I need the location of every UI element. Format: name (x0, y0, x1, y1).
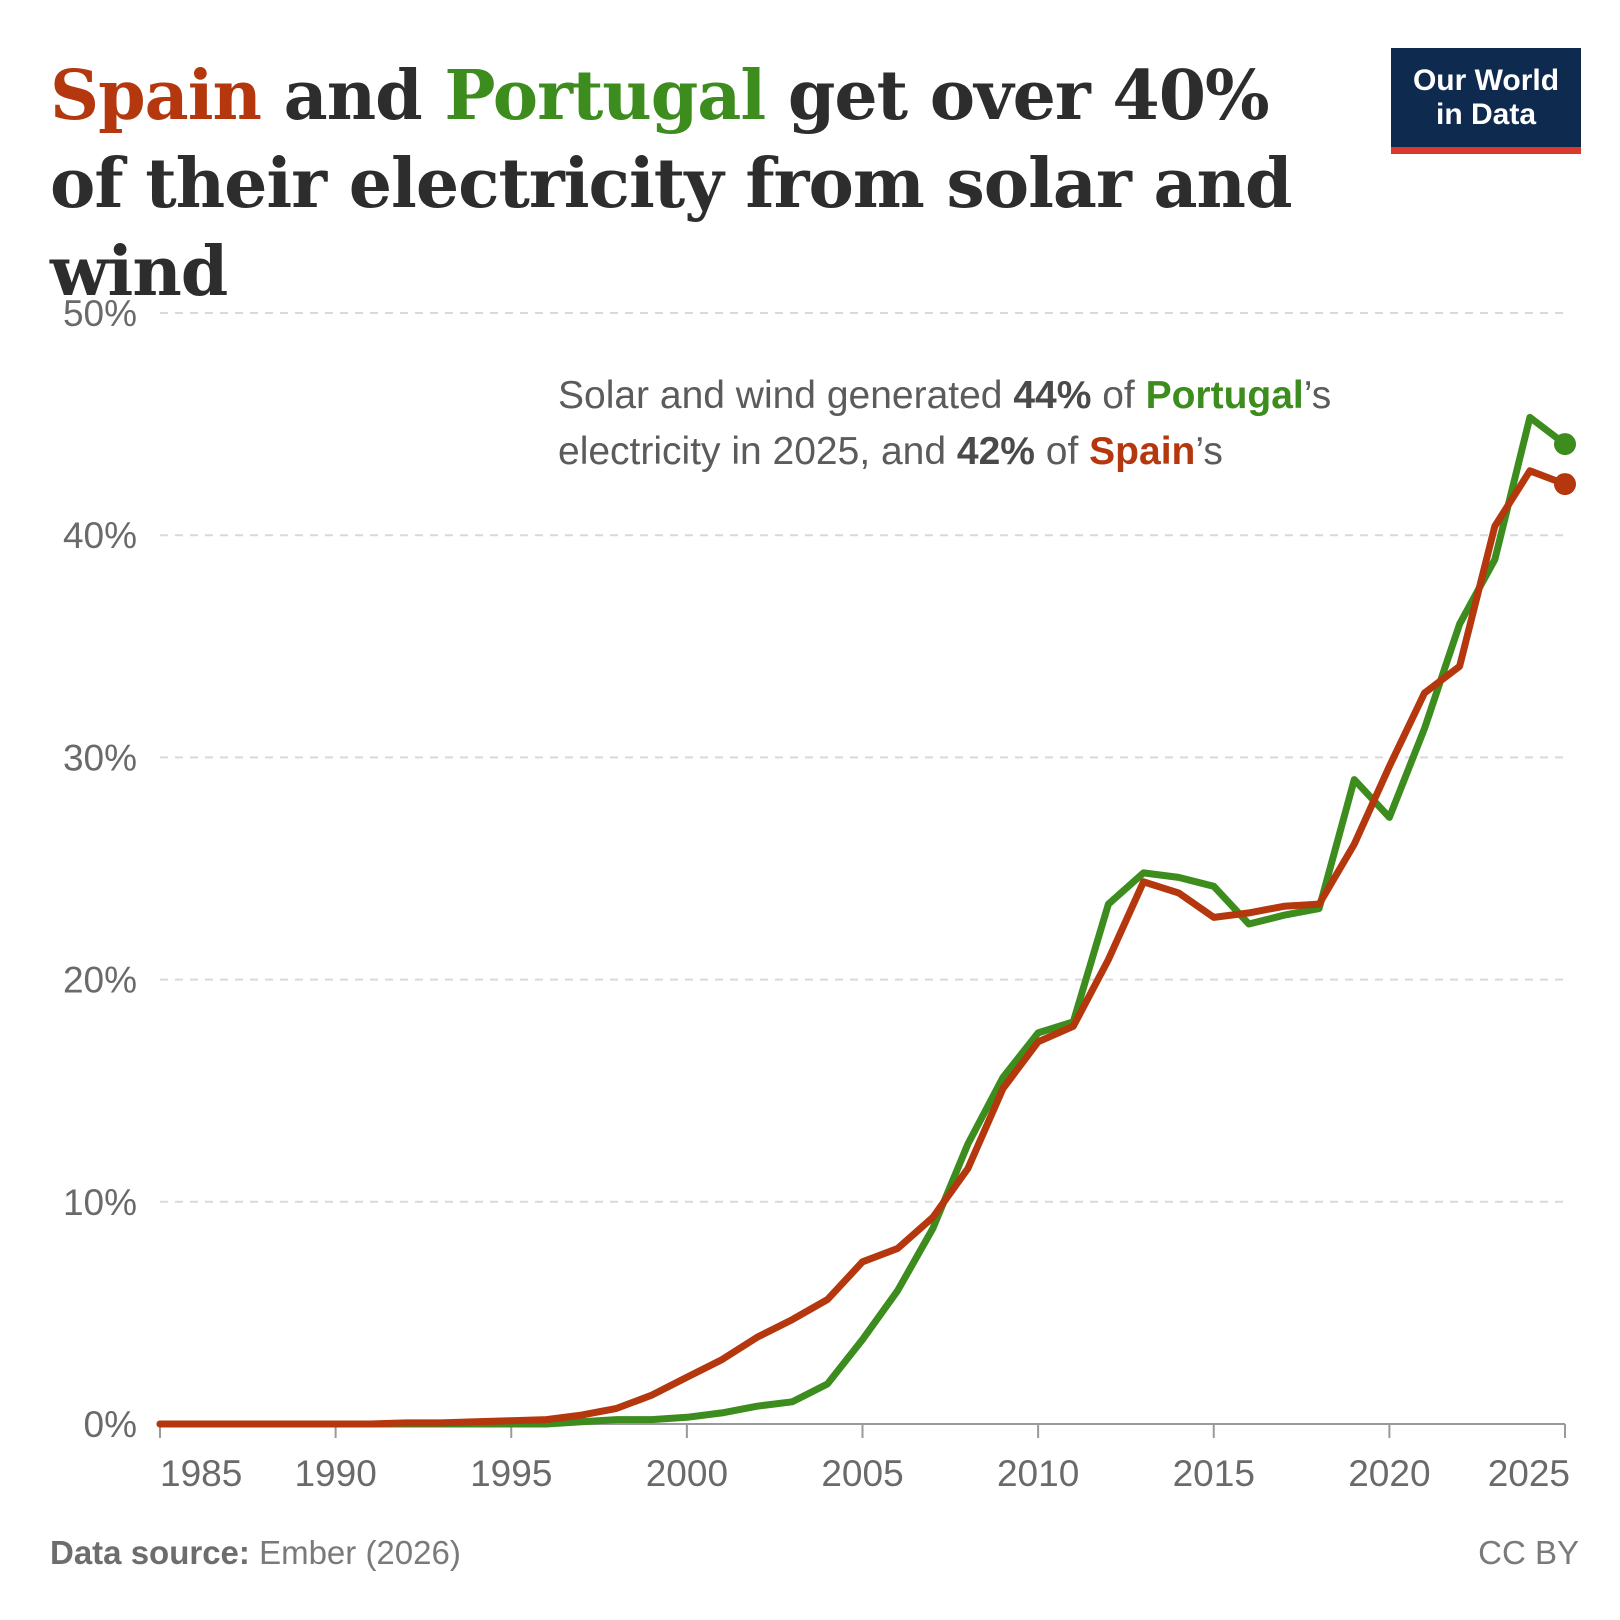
series-line-spain[interactable] (156, 467, 1569, 1428)
owid-logo[interactable]: Our World in Data (1391, 48, 1581, 154)
series-lines (156, 413, 1576, 1428)
y-tick-label: 30% (63, 737, 137, 778)
gridlines (160, 312, 1565, 1203)
x-axis: 1985 1990 1995 2000 2005 2010 2015 2020 2025 (159, 1423, 1570, 1494)
x-tick-label: 1990 (294, 1453, 376, 1494)
x-tick-label: 2025 (1488, 1453, 1570, 1494)
chart-title: Spain and Portugal get over 40% of their… (50, 52, 1330, 316)
logo-line-2: in Data (1435, 97, 1537, 131)
annotation-text: ’s (1195, 430, 1222, 473)
title-spain: Spain (50, 56, 262, 136)
annotation-text: of (1091, 374, 1145, 417)
x-tick-label: 2020 (1348, 1453, 1430, 1494)
y-tick-label: 40% (63, 515, 137, 556)
annotation-text: Solar and wind generated (558, 374, 1013, 417)
annotation-line-1: Solar and wind generated 44% of Portugal… (558, 374, 1331, 417)
y-tick-label: 0% (84, 1404, 137, 1445)
annotation-portugal-value: 44% (1013, 374, 1091, 417)
title-and: and (261, 56, 445, 136)
annotation-text: of (1035, 430, 1089, 473)
annotation-portugal: Portugal (1146, 374, 1304, 417)
annotation-text: ’s (1304, 374, 1331, 417)
y-tick-label: 10% (63, 1182, 137, 1223)
series-line-portugal[interactable] (156, 413, 1569, 1428)
y-tick-label: 50% (63, 293, 137, 334)
y-tick-label: 20% (63, 960, 137, 1001)
title-portugal: Portugal (444, 56, 766, 136)
y-axis: 0% 10% 20% 30% 40% 50% (63, 293, 137, 1445)
annotation-spain-value: 42% (957, 430, 1035, 473)
x-tick-label: 1995 (470, 1453, 552, 1494)
end-point-portugal[interactable] (1554, 433, 1576, 456)
annotation-spain: Spain (1089, 430, 1195, 473)
annotation-text: electricity in 2025, and (558, 430, 957, 473)
x-tick-label: 2005 (821, 1453, 903, 1494)
end-point-spain[interactable] (1554, 473, 1576, 496)
logo-line-1: Our World (1412, 63, 1560, 97)
data-source-label: Data source: (50, 1534, 250, 1571)
data-source: Data source: Ember (2026) (50, 1534, 461, 1572)
x-tick-label: 2015 (1173, 1453, 1255, 1494)
annotation-line-2: electricity in 2025, and 42% of Spain’s (558, 430, 1223, 473)
x-tick-label: 2010 (997, 1453, 1079, 1494)
data-source-value[interactable]: Ember (2026) (249, 1534, 461, 1571)
license[interactable]: CC BY (1478, 1534, 1579, 1571)
x-tick-label: 1985 (160, 1453, 242, 1494)
title-rest: get over 40% of their electricity from s… (50, 56, 1293, 312)
x-tick-label: 2000 (646, 1453, 728, 1494)
